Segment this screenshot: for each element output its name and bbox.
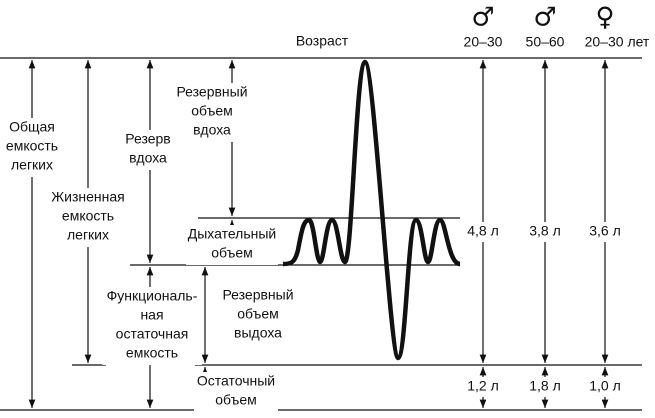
age-label: 20–30 лет — [585, 34, 650, 50]
label-bg — [583, 377, 627, 397]
gender-symbol: ♂ — [533, 3, 556, 33]
volume-label: емкость — [62, 208, 114, 224]
label-bg — [49, 188, 127, 247]
label-bg — [194, 372, 278, 412]
volume-label: Резервный — [222, 287, 293, 303]
volume-label: объем — [191, 103, 233, 119]
label-bg — [461, 222, 505, 242]
label-bg — [1, 118, 63, 177]
label-bg — [121, 130, 175, 170]
volume-label: объем — [237, 306, 279, 322]
residual-value: 1,8 л — [529, 378, 561, 394]
label-bg — [523, 222, 567, 242]
volume-label: объем — [215, 392, 257, 408]
volume-label: Общая — [9, 119, 55, 135]
volume-label: Резерв — [125, 131, 170, 147]
volume-label: Жизненная — [51, 189, 125, 205]
gender-symbol: ♀ — [595, 3, 614, 33]
volume-label: выдоха — [234, 325, 282, 341]
residual-value: 1,0 л — [589, 378, 621, 394]
volume-label: ная — [140, 307, 163, 323]
vital-value: 3,8 л — [529, 223, 561, 239]
label-bg — [186, 225, 278, 265]
age-label: 20–30 — [464, 34, 503, 50]
volume-label: Резервный — [176, 84, 247, 100]
label-bg — [102, 287, 202, 365]
label-bg — [523, 377, 567, 397]
title: Возраст — [296, 33, 349, 49]
title-bg — [270, 30, 374, 54]
label-bg — [173, 83, 251, 142]
vital-value: 4,8 л — [467, 223, 499, 239]
volume-label: объем — [211, 245, 253, 261]
label-bg — [461, 377, 505, 397]
volume-label: остаточная — [116, 326, 189, 342]
label-bg — [219, 286, 297, 345]
label-bg — [583, 222, 627, 242]
volume-label: легких — [67, 227, 109, 243]
gender-symbol: ♂ — [471, 3, 494, 33]
volume-label: емкость — [6, 138, 58, 154]
volume-label: Функциональ- — [107, 288, 198, 304]
age-label: 50–60 — [526, 34, 565, 50]
volume-label: Остаточный — [197, 373, 275, 389]
spirogram — [282, 59, 461, 361]
volume-label: вдоха — [129, 150, 167, 166]
volume-label: вдоха — [193, 122, 231, 138]
volume-label: легких — [11, 157, 53, 173]
residual-value: 1,2 л — [467, 378, 499, 394]
volume-label: емкость — [126, 345, 178, 361]
vital-value: 3,6 л — [589, 223, 621, 239]
volume-label: Дыхательный — [188, 226, 277, 242]
